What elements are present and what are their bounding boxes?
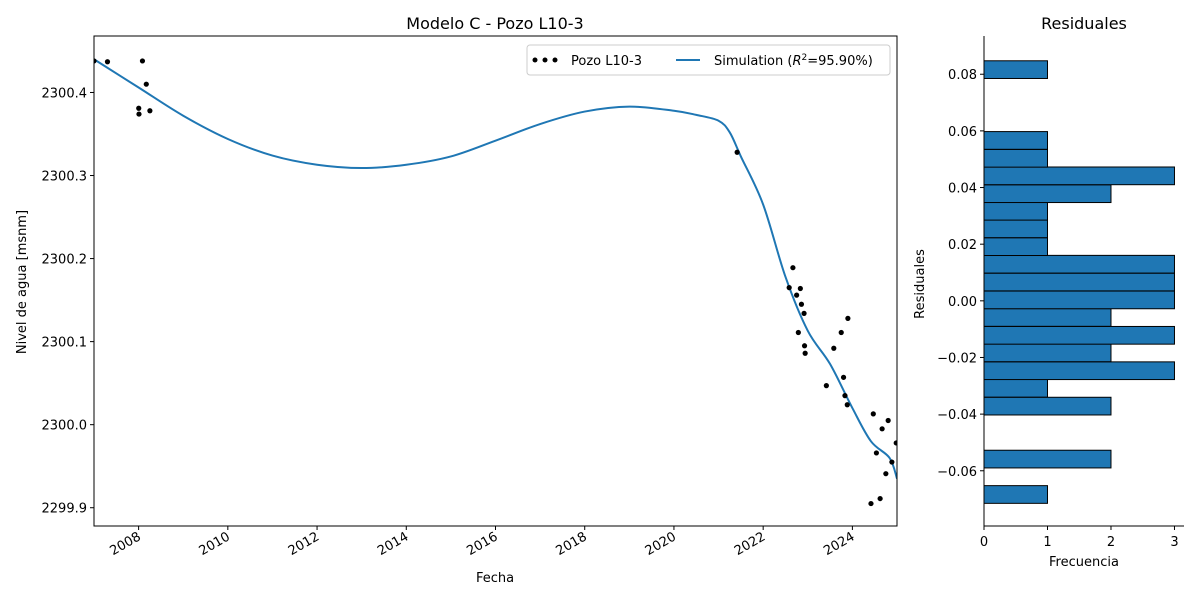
hist-plot-area: 0 1 2 3 −0.06 −0.04 −0.02 0.00 0.02 0.04 0.06 0.08	[937, 36, 1184, 550]
histogram-bar	[983, 378, 1048, 398]
hist-y-tick-label: 0.04	[948, 182, 977, 197]
histogram-bar	[983, 184, 1112, 204]
observed-point	[831, 345, 837, 351]
observed-point	[838, 329, 844, 336]
observed-point	[734, 149, 740, 155]
histogram-bar	[983, 201, 1048, 221]
histogram-bar	[983, 237, 1048, 257]
histogram-bar	[983, 166, 1175, 186]
observed-point	[893, 440, 897, 446]
main-y-tick-label: 2300.3	[42, 170, 88, 185]
simulation-line	[94, 58, 897, 479]
observed-point	[790, 265, 796, 271]
main-y-tick-label: 2299.9	[42, 502, 88, 517]
legend-box	[526, 44, 891, 76]
hist-x-tick-label: 2	[1107, 535, 1115, 550]
observed-point	[143, 81, 149, 87]
main-y-tick-label: 2300.1	[42, 336, 88, 351]
histogram-bar	[983, 325, 1175, 345]
observed-point	[147, 108, 153, 114]
hist-y-tick-label: −0.04	[937, 408, 977, 423]
main-chart-title: Modelo C - Pozo L10-3	[406, 14, 583, 33]
hist-x-tick-label: 1	[1043, 535, 1051, 550]
hist-chart-title: Residuales	[1041, 14, 1127, 33]
histogram-bar	[983, 60, 1048, 79]
histogram-bar	[983, 308, 1112, 327]
observed-point	[870, 411, 876, 417]
histogram-bar	[983, 254, 1175, 274]
histogram-bar	[983, 361, 1175, 381]
legend-label-observed: Pozo L10-3	[571, 54, 642, 69]
observed-point	[889, 459, 895, 465]
observed-point	[795, 329, 801, 336]
histogram-bar	[983, 219, 1048, 239]
main-y-tick-label: 2300.0	[42, 419, 88, 434]
main-x-axis-label: Fecha	[476, 571, 514, 586]
hist-y-tick-label: 0.08	[948, 68, 977, 83]
observed-point	[840, 374, 847, 380]
histogram-bar	[983, 449, 1112, 469]
histogram-bar	[983, 343, 1112, 363]
hist-x-tick-label: 0	[980, 535, 988, 550]
observed-point	[801, 310, 807, 316]
observed-point	[139, 58, 146, 64]
observed-point	[136, 111, 142, 117]
histogram-bar	[983, 148, 1048, 168]
observed-point	[844, 402, 850, 408]
histogram-bar	[983, 485, 1048, 504]
observed-point	[786, 285, 792, 291]
observed-point	[797, 285, 803, 292]
observed-point	[94, 58, 97, 64]
hist-y-tick-label: −0.02	[937, 351, 977, 366]
observed-point	[136, 105, 142, 111]
observed-point	[842, 393, 848, 399]
observed-point	[877, 495, 883, 502]
hist-y-tick-label: 0.06	[948, 125, 977, 140]
histogram-bar	[983, 131, 1048, 150]
observed-point	[873, 450, 880, 456]
main-y-tick-label: 2300.2	[42, 253, 88, 268]
hist-y-axis-label: Residuales	[913, 249, 928, 319]
hist-x-tick-label: 3	[1170, 535, 1178, 550]
observed-point	[798, 301, 805, 307]
histogram-bar	[983, 396, 1112, 416]
main-y-tick-label: 2300.4	[42, 86, 88, 101]
hist-y-tick-label: 0.02	[948, 238, 977, 253]
observed-point	[802, 350, 808, 356]
time-series-panel: Modelo C - Pozo L10-3 2008 2010 2012 2014 20…	[15, 14, 898, 586]
observed-point	[868, 500, 874, 507]
observed-point	[801, 343, 808, 349]
observed-point	[885, 417, 891, 424]
observed-point	[823, 383, 829, 389]
main-legend: Pozo L10-3 Simulation (R2=95.90%)	[526, 44, 891, 76]
hist-y-tick-label: −0.06	[937, 465, 977, 480]
main-y-axis-label: Nivel de agua [msnm]	[15, 210, 30, 354]
observed-point	[883, 471, 889, 477]
observed-point	[794, 292, 800, 298]
observed-point	[879, 426, 885, 432]
histogram-bar	[983, 290, 1175, 310]
observed-point	[845, 315, 851, 321]
residuals-histogram-panel: Residuales 0 1 2 3 −0.06 −0.04 −0.02 0.00 0.02 0.…	[913, 14, 1184, 570]
hist-y-tick-label: 0.00	[948, 295, 977, 310]
histogram-bar	[983, 272, 1175, 292]
legend-marker-observed	[532, 57, 558, 63]
legend-label-simulation: Simulation (R2=95.90%)	[714, 53, 873, 69]
hist-x-axis-label: Frecuencia	[1049, 555, 1119, 570]
observed-point	[104, 59, 111, 65]
